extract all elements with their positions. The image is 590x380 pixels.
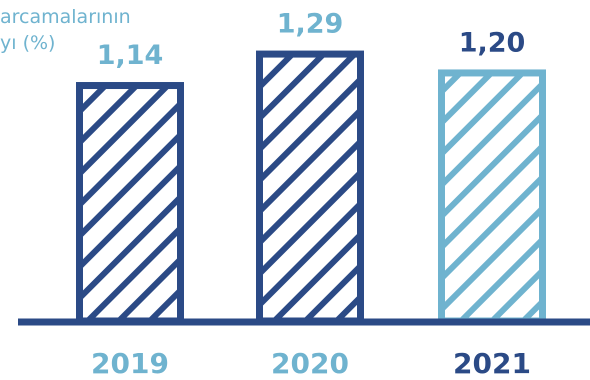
category-label-2019: 2019 <box>91 347 169 380</box>
chart-title-line-1: arcamalarının <box>0 6 131 28</box>
value-label-2020: 1,29 <box>277 9 344 40</box>
bar-2021 <box>438 69 546 325</box>
category-label-2020: 2020 <box>271 347 349 380</box>
value-label-2019: 1,14 <box>97 40 164 71</box>
bar-2020 <box>256 50 364 325</box>
value-label-2021: 1,20 <box>459 27 526 58</box>
chart-title-fragment: arcamalarının yı (%) <box>0 4 131 56</box>
chart-title-line-2: yı (%) <box>0 32 56 54</box>
category-label-2021: 2021 <box>453 347 531 380</box>
bar-2019 <box>76 82 184 325</box>
